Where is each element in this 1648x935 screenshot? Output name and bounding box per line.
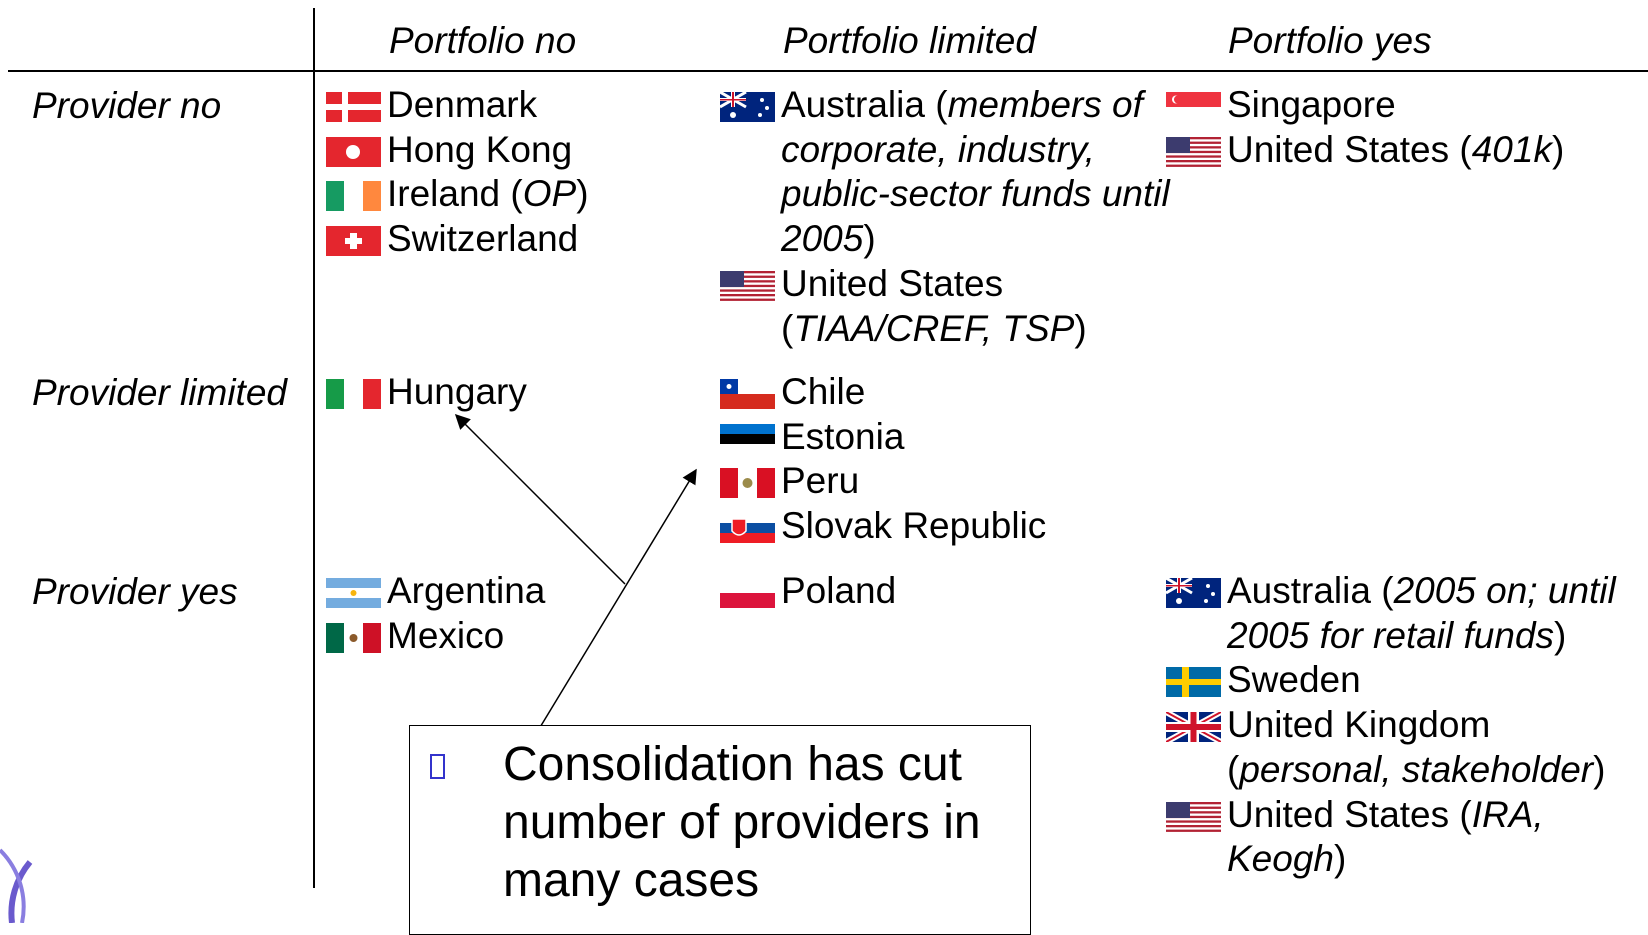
country-entry: United States (401k) — [1166, 128, 1627, 173]
bullet — [430, 754, 445, 779]
country: ) — [1074, 307, 1087, 349]
note: members of corporate, industry, public-s… — [781, 84, 1170, 260]
country: ) — [1554, 614, 1567, 656]
flag — [720, 92, 775, 122]
arrow — [538, 468, 697, 730]
note: 2005 on; until 2005 for retail funds — [1227, 570, 1616, 656]
country-entry: Hungary — [326, 370, 787, 415]
country-entry: Sweden — [1166, 658, 1627, 703]
country: Hungary — [387, 371, 527, 412]
country-entry: Singapore — [1166, 83, 1627, 128]
flag — [720, 423, 775, 454]
country: Estonia — [781, 415, 905, 457]
country: United States ( — [1227, 793, 1472, 835]
note: TIAA/CREF, TSP — [793, 307, 1075, 349]
cell: Australia (members of corporate, industr… — [720, 83, 1181, 351]
column-header: Portfolio yes — [1228, 20, 1432, 61]
country-entry: Argentina — [326, 569, 787, 614]
cell: Denmark Hong Kong Ireland (OP) Switzerland — [326, 83, 787, 262]
country: Peru — [781, 460, 860, 502]
note: personal, stakeholder — [1239, 748, 1594, 790]
cell: Hungary — [326, 370, 787, 415]
country: United Kingdom ( — [1227, 704, 1491, 790]
country-entry: Australia (members of corporate, industr… — [720, 83, 1181, 262]
country: Australia ( — [1227, 570, 1394, 611]
flag — [1166, 136, 1221, 167]
note: OP — [522, 173, 577, 215]
cell: Chile Estonia Peru Slovak Republic — [720, 370, 1181, 549]
flag — [720, 578, 775, 608]
flag — [720, 468, 775, 499]
cell: Singapore United States (401k) — [1166, 83, 1627, 173]
arrow — [454, 413, 626, 585]
country-entry: Peru — [720, 459, 1181, 504]
country: Poland — [781, 570, 897, 611]
flag — [720, 513, 775, 544]
country: United States ( — [1227, 128, 1472, 170]
column-header: Portfolio limited — [783, 20, 1036, 61]
country-entry: Denmark — [326, 83, 787, 128]
flag — [1166, 92, 1221, 122]
country-entry: Slovak Republic — [720, 504, 1181, 549]
column-header: Portfolio no — [389, 20, 577, 61]
flag — [1166, 667, 1221, 698]
flag — [326, 136, 381, 167]
country: Chile — [781, 371, 866, 412]
country: United States ( — [781, 262, 1004, 349]
callout-box: Consolidation has cut number of provider… — [409, 725, 1031, 935]
flag — [326, 622, 381, 653]
row-label: Provider limited — [32, 372, 287, 413]
cell: Argentina Mexico — [326, 569, 787, 659]
country: Denmark — [387, 84, 538, 125]
country: ) — [1551, 128, 1565, 170]
country-entry: Chile — [720, 370, 1181, 415]
country: Hong Kong — [387, 128, 573, 170]
flag — [326, 578, 381, 608]
decor-arc — [8, 860, 33, 923]
note: 401k — [1471, 128, 1552, 170]
flag — [1166, 801, 1221, 832]
callout-text: Consolidation has cut number of provider… — [503, 738, 981, 907]
country: ) — [1593, 748, 1606, 790]
country-entry: Ireland (OP) — [326, 172, 787, 217]
country: Singapore — [1227, 84, 1396, 125]
country-entry: United States (IRA, Keogh) — [1166, 793, 1627, 882]
row-label: Provider yes — [32, 571, 238, 612]
country-entry: Mexico — [326, 614, 787, 659]
country: Australia ( — [781, 84, 948, 125]
cell: Poland — [720, 569, 1181, 614]
flag — [1166, 712, 1221, 743]
country-entry: Poland — [720, 569, 1181, 614]
country: Slovak Republic — [781, 505, 1047, 547]
country: ) — [863, 218, 876, 260]
country-entry: Switzerland — [326, 217, 787, 262]
country-entry: United States (TIAA/CREF, TSP) — [720, 262, 1181, 351]
flag — [720, 379, 775, 409]
flag — [326, 226, 381, 257]
country: Ireland ( — [387, 173, 523, 215]
cell: Australia (2005 on; until 2005 for retai… — [1166, 569, 1627, 882]
flag — [326, 92, 381, 122]
decor-arc — [0, 848, 26, 923]
country: ) — [1334, 838, 1347, 880]
country: ) — [576, 173, 589, 215]
country: Mexico — [387, 614, 505, 656]
country: Switzerland — [387, 218, 579, 260]
country: Sweden — [1227, 659, 1361, 701]
country-entry: United Kingdom (personal, stakeholder) — [1166, 703, 1627, 792]
country-entry: Estonia — [720, 415, 1181, 460]
flag — [720, 270, 775, 301]
country: Argentina — [387, 570, 546, 611]
note: IRA, Keogh — [1227, 793, 1544, 880]
row-label: Provider no — [32, 85, 222, 126]
country-entry: Hong Kong — [326, 128, 787, 173]
flag — [1166, 578, 1221, 608]
flag — [326, 379, 381, 409]
flag — [326, 181, 381, 212]
country-entry: Australia (2005 on; until 2005 for retai… — [1166, 569, 1627, 658]
